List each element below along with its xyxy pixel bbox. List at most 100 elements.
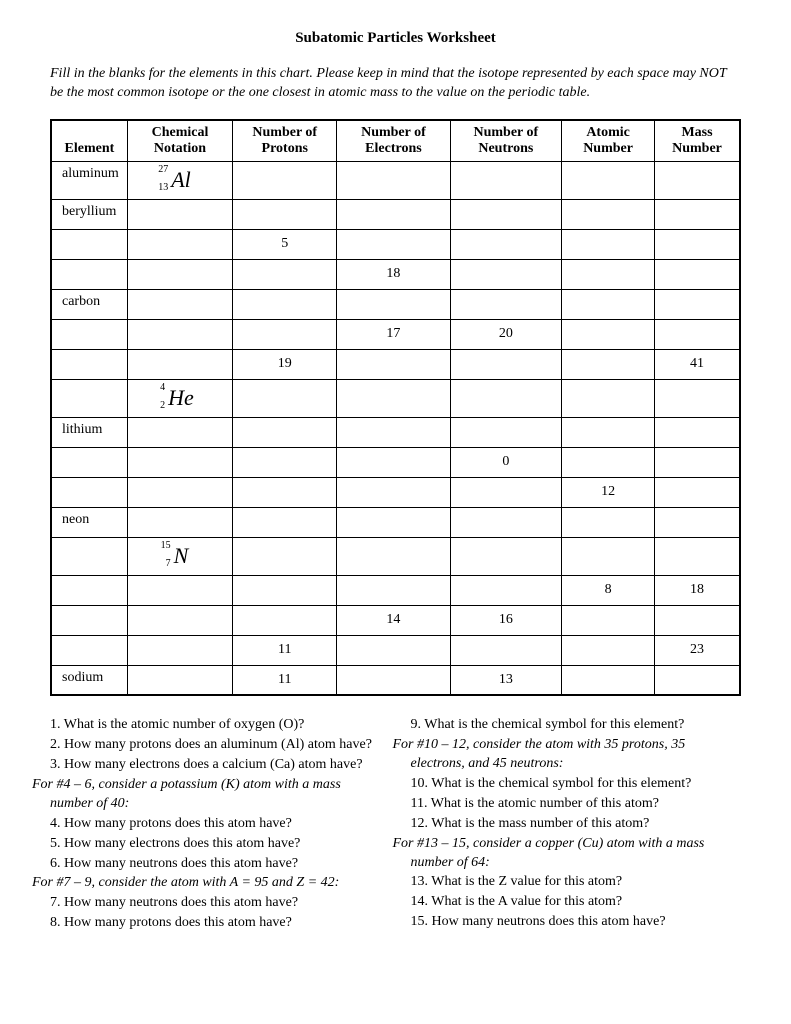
cell-notation: 4 2He: [127, 379, 232, 417]
cell-electrons: [337, 417, 450, 447]
cell-notation: [127, 477, 232, 507]
cell-massnum: 23: [655, 635, 740, 665]
atomic-subscript: 2: [147, 401, 165, 411]
cell-electrons: 17: [337, 319, 450, 349]
table-row: 1720: [51, 319, 740, 349]
element-symbol: N: [172, 543, 189, 568]
cell-protons: 5: [233, 229, 337, 259]
cell-notation: [127, 349, 232, 379]
atomic-subscript: 7: [153, 559, 171, 569]
question-note: For #7 – 9, consider the atom with A = 9…: [50, 874, 381, 893]
table-header-row: Element Chemical Notation Number of Prot…: [51, 120, 740, 162]
cell-notation: [127, 289, 232, 319]
table-row: 1416: [51, 605, 740, 635]
question-item: 13. What is the Z value for this atom?: [411, 873, 742, 892]
cell-electrons: [337, 575, 450, 605]
table-row: 157N: [51, 537, 740, 575]
cell-neutrons: [450, 161, 562, 199]
question-note: For #10 – 12, consider the atom with 35 …: [411, 736, 742, 774]
question-item: 15. How many neutrons does this atom hav…: [411, 913, 742, 932]
table-row: aluminum2713Al: [51, 161, 740, 199]
cell-atomic: [562, 417, 655, 447]
col-element: Element: [51, 120, 127, 162]
cell-atomic: [562, 537, 655, 575]
cell-atomic: [562, 229, 655, 259]
cell-massnum: [655, 507, 740, 537]
cell-electrons: [337, 507, 450, 537]
table-row: 5: [51, 229, 740, 259]
cell-neutrons: [450, 379, 562, 417]
cell-neutrons: [450, 575, 562, 605]
cell-protons: [233, 379, 337, 417]
question-item: 5. How many electrons does this atom hav…: [50, 835, 381, 854]
table-row: 4 2He: [51, 379, 740, 417]
cell-notation: 157N: [127, 537, 232, 575]
cell-element: [51, 575, 127, 605]
cell-electrons: [337, 665, 450, 695]
col-protons: Number of Protons: [233, 120, 337, 162]
cell-atomic: [562, 447, 655, 477]
question-item: 7. How many neutrons does this atom have…: [50, 894, 381, 913]
atomic-subscript: 13: [150, 183, 168, 193]
element-symbol: He: [166, 385, 194, 410]
cell-atomic: 8: [562, 575, 655, 605]
cell-protons: [233, 605, 337, 635]
question-item: 14. What is the A value for this atom?: [411, 893, 742, 912]
cell-neutrons: [450, 199, 562, 229]
question-item: 4. How many protons does this atom have?: [50, 815, 381, 834]
cell-massnum: [655, 161, 740, 199]
cell-notation: [127, 605, 232, 635]
cell-notation: [127, 417, 232, 447]
table-row: 18: [51, 259, 740, 289]
cell-massnum: [655, 665, 740, 695]
cell-protons: [233, 417, 337, 447]
cell-electrons: [337, 161, 450, 199]
cell-atomic: [562, 319, 655, 349]
cell-notation: [127, 259, 232, 289]
cell-protons: [233, 161, 337, 199]
cell-atomic: [562, 161, 655, 199]
mass-superscript: 4: [147, 383, 165, 393]
cell-massnum: [655, 229, 740, 259]
questions-area: 1. What is the atomic number of oxygen (…: [50, 716, 741, 934]
cell-element: neon: [51, 507, 127, 537]
cell-neutrons: [450, 289, 562, 319]
isotope-notation: 2713Al: [169, 169, 191, 191]
cell-massnum: 41: [655, 349, 740, 379]
question-item: 2. How many protons does an aluminum (Al…: [50, 736, 381, 755]
cell-element: lithium: [51, 417, 127, 447]
table-row: 12: [51, 477, 740, 507]
questions-left-column: 1. What is the atomic number of oxygen (…: [50, 716, 381, 934]
cell-element: [51, 229, 127, 259]
cell-neutrons: [450, 259, 562, 289]
question-note: For #4 – 6, consider a potassium (K) ato…: [50, 776, 381, 814]
cell-neutrons: [450, 417, 562, 447]
isotope-notation: 157N: [172, 545, 189, 567]
question-note: For #13 – 15, consider a copper (Cu) ato…: [411, 835, 742, 873]
cell-electrons: [337, 349, 450, 379]
cell-protons: [233, 199, 337, 229]
cell-element: [51, 477, 127, 507]
cell-electrons: 14: [337, 605, 450, 635]
table-row: carbon: [51, 289, 740, 319]
cell-protons: [233, 319, 337, 349]
mass-superscript: 27: [150, 165, 168, 175]
cell-notation: [127, 229, 232, 259]
cell-massnum: [655, 259, 740, 289]
elements-table: Element Chemical Notation Number of Prot…: [50, 119, 741, 697]
cell-atomic: 12: [562, 477, 655, 507]
cell-massnum: [655, 605, 740, 635]
cell-element: [51, 635, 127, 665]
cell-massnum: [655, 537, 740, 575]
question-item: 10. What is the chemical symbol for this…: [411, 775, 742, 794]
cell-massnum: 18: [655, 575, 740, 605]
cell-atomic: [562, 507, 655, 537]
cell-element: [51, 447, 127, 477]
cell-notation: [127, 319, 232, 349]
cell-neutrons: [450, 537, 562, 575]
cell-element: sodium: [51, 665, 127, 695]
cell-protons: 11: [233, 665, 337, 695]
question-item: 11. What is the atomic number of this at…: [411, 795, 742, 814]
cell-notation: [127, 575, 232, 605]
col-neutrons: Number of Neutrons: [450, 120, 562, 162]
